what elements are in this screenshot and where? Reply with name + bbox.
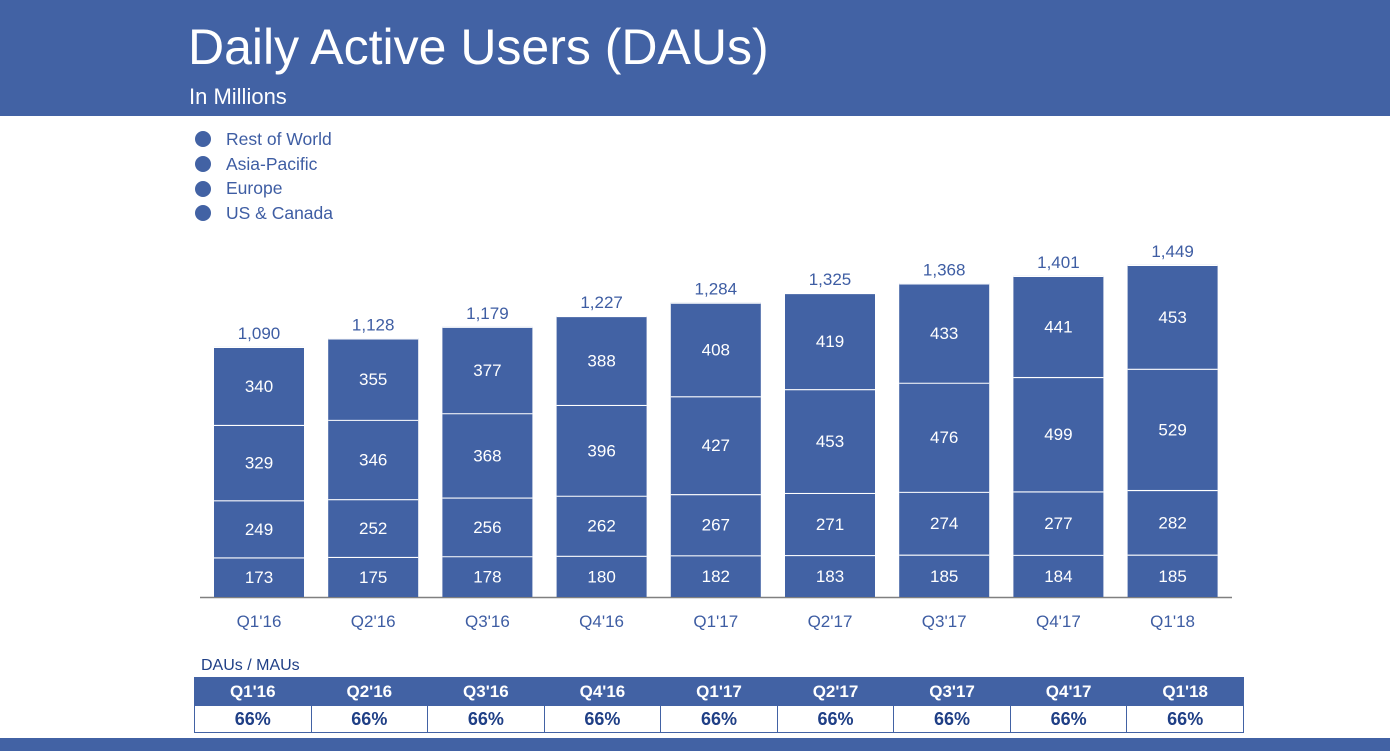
data-label: 408: [702, 340, 730, 359]
legend-item-rest-of-world: Rest of World: [195, 127, 333, 152]
legend-item-asia-pacific: Asia-Pacific: [195, 152, 333, 177]
data-label: 529: [1158, 420, 1186, 439]
x-tick-label: Q4'17: [1036, 612, 1081, 631]
data-label: 346: [359, 450, 387, 469]
data-label: 329: [245, 454, 273, 473]
data-label: 282: [1158, 513, 1186, 532]
total-label: 1,368: [923, 260, 966, 279]
data-label: 262: [587, 517, 615, 536]
dau-mau-quarter: Q3'16: [428, 678, 545, 706]
legend-label: Asia-Pacific: [226, 154, 317, 175]
x-tick-label: Q2'16: [351, 612, 396, 631]
legend-label: Europe: [226, 178, 282, 199]
total-label: 1,449: [1151, 242, 1194, 261]
legend-label: US & Canada: [226, 203, 333, 224]
total-label: 1,401: [1037, 253, 1080, 272]
chart-legend: Rest of World Asia-Pacific Europe US & C…: [195, 127, 333, 226]
legend-item-us-canada: US & Canada: [195, 201, 333, 226]
dau-mau-value: 66%: [661, 706, 778, 733]
dau-mau-value: 66%: [1010, 706, 1127, 733]
dau-mau-value: 66%: [428, 706, 545, 733]
data-label: 453: [1158, 308, 1186, 327]
data-label: 340: [245, 377, 273, 396]
data-label: 175: [359, 568, 387, 587]
dau-mau-value-row: 66% 66% 66% 66% 66% 66% 66% 66% 66%: [195, 706, 1244, 733]
dau-mau-value: 66%: [894, 706, 1011, 733]
data-label: 178: [473, 568, 501, 587]
data-label: 419: [816, 332, 844, 351]
legend-dot-icon: [195, 205, 211, 221]
total-label: 1,090: [238, 324, 281, 343]
data-label: 182: [702, 567, 730, 586]
data-label: 271: [816, 515, 844, 534]
data-label: 453: [816, 432, 844, 451]
data-label: 388: [587, 351, 615, 370]
data-label: 396: [587, 441, 615, 460]
legend-dot-icon: [195, 131, 211, 147]
x-tick-label: Q4'16: [579, 612, 624, 631]
legend-item-europe: Europe: [195, 176, 333, 201]
dau-mau-quarter: Q2'17: [777, 678, 894, 706]
dau-mau-quarter: Q1'17: [661, 678, 778, 706]
total-label: 1,325: [809, 270, 852, 289]
dau-mau-value: 66%: [1127, 706, 1244, 733]
data-label: 433: [930, 324, 958, 343]
dau-mau-quarter: Q1'16: [195, 678, 312, 706]
data-label: 185: [1158, 567, 1186, 586]
x-tick-label: Q1'17: [693, 612, 738, 631]
dau-mau-quarter: Q4'16: [544, 678, 661, 706]
dau-mau-value: 66%: [195, 706, 312, 733]
dau-mau-value: 66%: [544, 706, 661, 733]
x-tick-label: Q2'17: [808, 612, 853, 631]
stacked-bar-chart: 173 249 329 340 1,090 Q1'16 175 252 346 355 1,128 Q…: [0, 0, 1390, 651]
x-tick-label: Q3'17: [922, 612, 967, 631]
data-label: 180: [587, 567, 615, 586]
dau-mau-label: DAUs / MAUs: [201, 657, 300, 675]
footer-bar: [0, 738, 1390, 751]
data-label: 277: [1044, 514, 1072, 533]
x-tick-label: Q3'16: [465, 612, 510, 631]
data-label: 183: [816, 567, 844, 586]
data-label: 427: [702, 436, 730, 455]
data-label: 249: [245, 520, 273, 539]
total-label: 1,179: [466, 304, 509, 323]
total-label: 1,128: [352, 315, 395, 334]
legend-label: Rest of World: [226, 129, 332, 150]
data-label: 267: [702, 516, 730, 535]
data-label: 256: [473, 518, 501, 537]
legend-dot-icon: [195, 181, 211, 197]
dau-mau-quarter: Q2'16: [311, 678, 428, 706]
data-label: 252: [359, 519, 387, 538]
total-label: 1,284: [695, 280, 738, 299]
x-tick-label: Q1'18: [1150, 612, 1195, 631]
dau-mau-table: Q1'16 Q2'16 Q3'16 Q4'16 Q1'17 Q2'17 Q3'1…: [194, 677, 1244, 733]
data-label: 377: [473, 361, 501, 380]
dau-mau-header-row: Q1'16 Q2'16 Q3'16 Q4'16 Q1'17 Q2'17 Q3'1…: [195, 678, 1244, 706]
data-label: 476: [930, 428, 958, 447]
dau-mau-value: 66%: [311, 706, 428, 733]
data-label: 441: [1044, 317, 1072, 336]
data-label: 368: [473, 446, 501, 465]
data-label: 185: [930, 567, 958, 586]
data-label: 184: [1044, 567, 1072, 586]
data-label: 355: [359, 370, 387, 389]
legend-dot-icon: [195, 156, 211, 172]
dau-mau-value: 66%: [777, 706, 894, 733]
x-tick-label: Q1'16: [237, 612, 282, 631]
dau-mau-quarter: Q1'18: [1127, 678, 1244, 706]
data-label: 274: [930, 514, 958, 533]
dau-mau-quarter: Q4'17: [1010, 678, 1127, 706]
data-label: 499: [1044, 425, 1072, 444]
dau-mau-quarter: Q3'17: [894, 678, 1011, 706]
total-label: 1,227: [580, 293, 623, 312]
data-label: 173: [245, 568, 273, 587]
